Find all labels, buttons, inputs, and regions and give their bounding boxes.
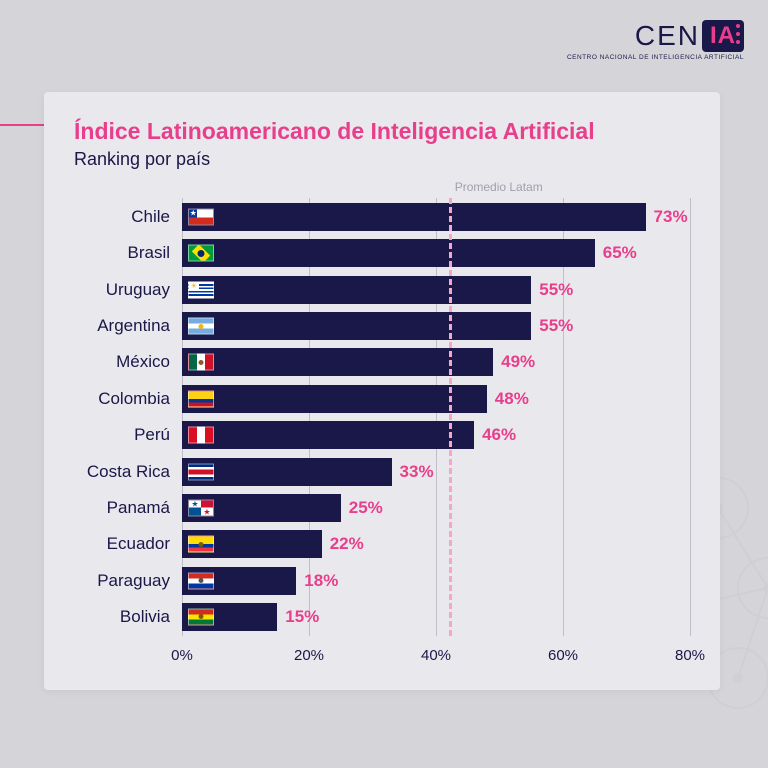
bar: 48%	[182, 385, 487, 413]
brand-logo: CEN IA CENTRO NACIONAL DE INTELIGENCIA A…	[567, 20, 744, 61]
bar: 49%	[182, 348, 493, 376]
bar: 15%	[182, 603, 277, 631]
value-label: 48%	[495, 389, 529, 409]
bar-row: Argentina55%	[182, 311, 690, 341]
bar: ★★25%	[182, 494, 341, 522]
bar-row: Perú46%	[182, 420, 690, 450]
country-label: Bolivia	[120, 607, 170, 627]
value-label: 25%	[349, 498, 383, 518]
flag-icon	[188, 245, 214, 262]
bar-row: Chile★73%	[182, 202, 690, 232]
flag-icon	[188, 608, 214, 625]
chart-title: Índice Latinoamericano de Inteligencia A…	[74, 118, 690, 145]
flag-icon	[188, 572, 214, 589]
value-label: 49%	[501, 352, 535, 372]
bar: ★73%	[182, 203, 646, 231]
value-label: 73%	[654, 207, 688, 227]
country-label: Argentina	[97, 316, 170, 336]
value-label: 65%	[603, 243, 637, 263]
average-line	[449, 198, 452, 636]
bar: 65%	[182, 239, 595, 267]
flag-icon	[188, 354, 214, 371]
value-label: 46%	[482, 425, 516, 445]
country-label: Perú	[134, 425, 170, 445]
average-line-label: Promedio Latam	[455, 180, 543, 194]
country-label: Colombia	[98, 389, 170, 409]
flag-icon	[188, 318, 214, 335]
bar: 46%	[182, 421, 474, 449]
logo-subtitle: CENTRO NACIONAL DE INTELIGENCIA ARTIFICI…	[567, 54, 744, 61]
bar-row: Brasil65%	[182, 238, 690, 268]
country-label: Ecuador	[107, 534, 170, 554]
x-axis-label: 80%	[675, 647, 705, 664]
x-axis-label: 40%	[421, 647, 451, 664]
flag-icon: ★★	[188, 499, 214, 516]
flag-icon: ☀	[188, 281, 214, 298]
x-axis-label: 60%	[548, 647, 578, 664]
flag-icon	[188, 427, 214, 444]
chart-subtitle: Ranking por país	[74, 149, 690, 170]
bar-row: Uruguay☀55%	[182, 275, 690, 305]
bar-chart: Chile★73%Brasil65%Uruguay☀55%Argentina55…	[182, 184, 690, 664]
country-label: México	[116, 352, 170, 372]
value-label: 15%	[285, 607, 319, 627]
logo-text-left: CEN	[635, 20, 700, 52]
bar: 22%	[182, 530, 322, 558]
bar: 55%	[182, 312, 531, 340]
bar: 33%	[182, 458, 392, 486]
logo-text-box: IA	[702, 20, 744, 52]
value-label: 22%	[330, 534, 364, 554]
x-axis-label: 0%	[171, 647, 193, 664]
gridline	[690, 198, 691, 636]
country-label: Costa Rica	[87, 462, 170, 482]
bar-row: México49%	[182, 347, 690, 377]
title-accent-line	[0, 124, 44, 126]
country-label: Uruguay	[106, 280, 170, 300]
country-label: Brasil	[127, 243, 170, 263]
country-label: Chile	[131, 207, 170, 227]
bar-row: Colombia48%	[182, 384, 690, 414]
bar: ☀55%	[182, 276, 531, 304]
value-label: 18%	[304, 571, 338, 591]
flag-icon	[188, 463, 214, 480]
value-label: 33%	[400, 462, 434, 482]
chart-card: Índice Latinoamericano de Inteligencia A…	[44, 92, 720, 690]
country-label: Paraguay	[97, 571, 170, 591]
flag-icon: ★	[188, 209, 214, 226]
value-label: 55%	[539, 316, 573, 336]
x-axis-label: 20%	[294, 647, 324, 664]
bar: 18%	[182, 567, 296, 595]
flag-icon	[188, 390, 214, 407]
flag-icon	[188, 536, 214, 553]
country-label: Panamá	[107, 498, 170, 518]
value-label: 55%	[539, 280, 573, 300]
